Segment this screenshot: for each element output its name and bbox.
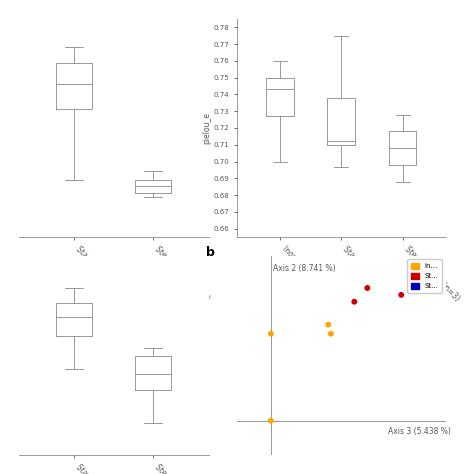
Text: Axis 3 (5.438 %): Axis 3 (5.438 %) (388, 428, 451, 437)
Text: b: b (206, 246, 215, 259)
Legend: In..., St..., St...: In..., St..., St... (407, 259, 442, 293)
Text: Axis 2 (8.741 %): Axis 2 (8.741 %) (273, 264, 336, 273)
Point (350, 298, 358, 306)
Point (327, 330, 335, 337)
Y-axis label: pielou_e: pielou_e (202, 112, 211, 144)
Point (324, 321, 332, 328)
Point (397, 291, 405, 299)
Point (267, 330, 275, 337)
Point (364, 284, 371, 292)
Point (267, 417, 275, 425)
